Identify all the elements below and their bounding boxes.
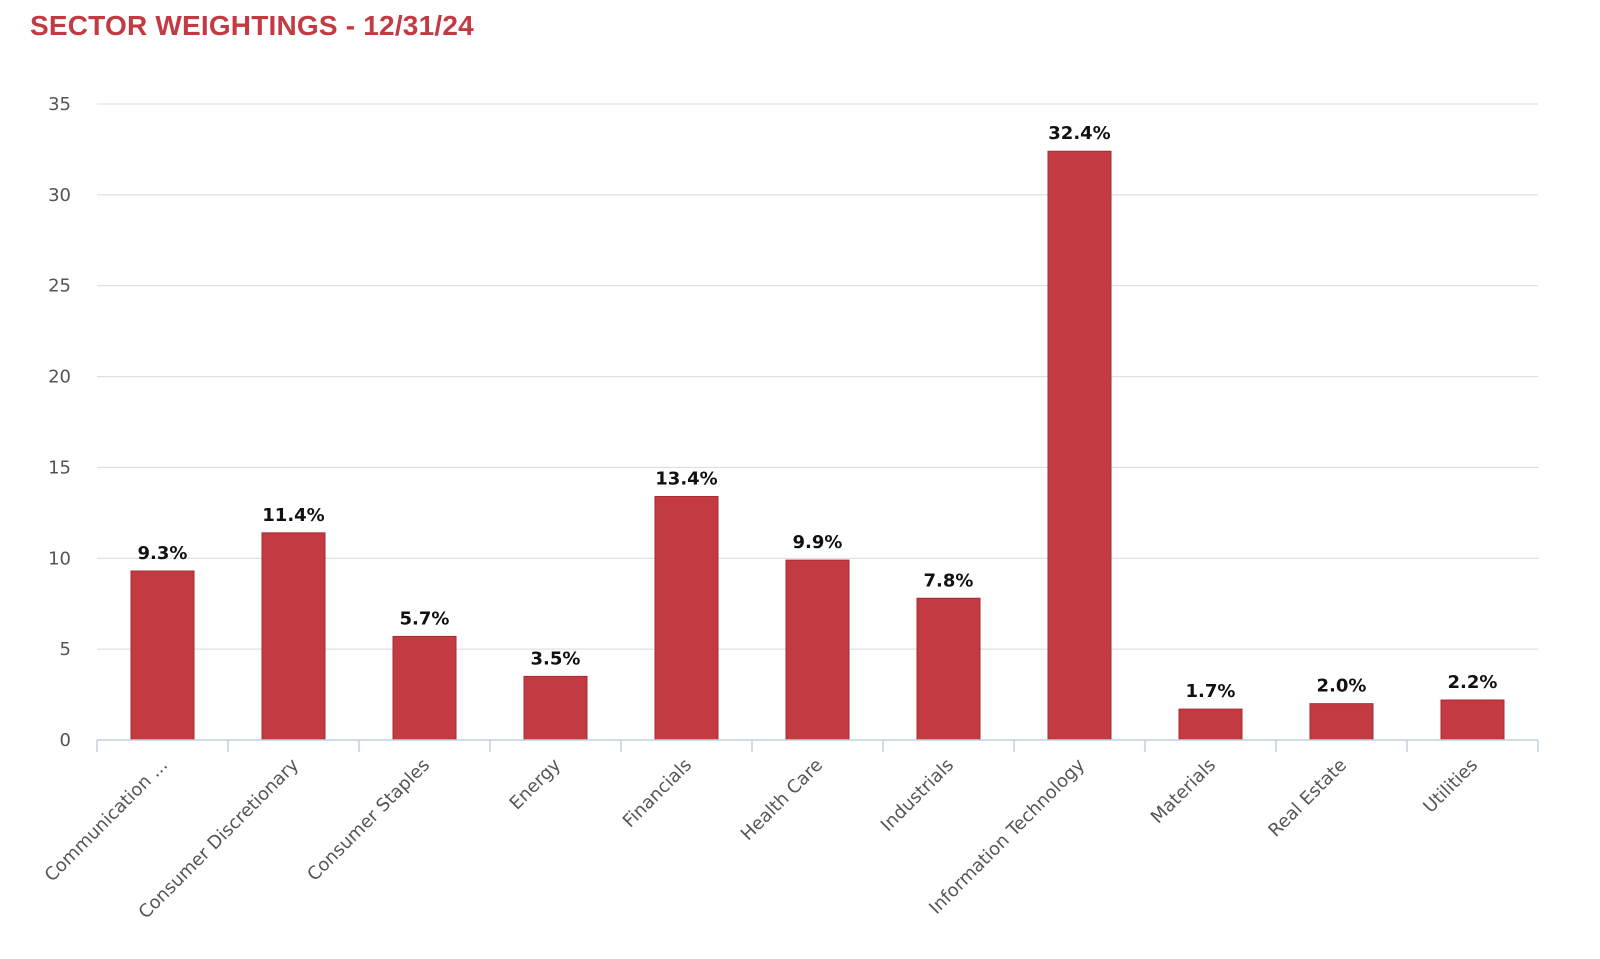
x-tick-label: Consumer Staples	[303, 755, 434, 886]
data-label: 11.4%	[262, 505, 324, 526]
data-label: 1.7%	[1186, 681, 1236, 702]
x-tick-label: Energy	[506, 754, 566, 814]
data-label: 5.7%	[400, 608, 450, 629]
x-tick-label: Industrials	[877, 755, 958, 836]
bar	[654, 496, 719, 741]
data-label: 13.4%	[655, 469, 717, 490]
data-label: 7.8%	[924, 570, 974, 591]
x-tick-label: Utilities	[1419, 755, 1482, 818]
y-tick-label: 35	[48, 94, 71, 115]
y-tick-label: 5	[60, 639, 71, 660]
x-tick-label: Information Technology	[925, 754, 1089, 918]
bar	[916, 597, 981, 741]
data-label: 2.0%	[1317, 676, 1367, 697]
bar	[1309, 703, 1374, 741]
bar	[1047, 150, 1112, 741]
bar	[785, 559, 850, 741]
bar	[523, 675, 588, 741]
y-tick-label: 30	[48, 185, 71, 206]
data-label: 9.9%	[793, 532, 843, 553]
y-tick-label: 20	[48, 367, 71, 388]
bar	[1440, 699, 1505, 741]
data-label: 2.2%	[1448, 672, 1498, 693]
data-label: 32.4%	[1048, 123, 1110, 144]
bar	[1178, 708, 1243, 741]
data-label: 3.5%	[531, 648, 581, 669]
x-tick-label: Materials	[1147, 755, 1220, 828]
data-labels: 9.3% 11.4% 5.7% 3.5% 13.4% 9.9% 7.8% 32.4% 1.7% 2…	[138, 123, 1498, 702]
bar	[130, 570, 195, 741]
chart-title: SECTOR WEIGHTINGS - 12/31/24	[30, 10, 474, 41]
x-axis	[96, 739, 1539, 752]
bar	[261, 532, 326, 741]
bar	[392, 635, 457, 741]
y-tick-label: 0	[60, 730, 71, 751]
bars	[130, 150, 1505, 741]
x-tick-label: Financials	[619, 755, 696, 832]
y-axis-tick-labels: 0 5 10 15 20 25 30 35	[48, 94, 71, 751]
x-tick-label: Real Estate	[1264, 755, 1351, 842]
data-label: 9.3%	[138, 543, 188, 564]
y-tick-label: 15	[48, 457, 71, 478]
x-axis-tick-labels: Communication ...Consumer Discretionary C…	[41, 754, 1482, 923]
x-tick-label: Communication ...	[41, 755, 172, 886]
y-tick-label: 10	[48, 548, 71, 569]
x-tick-label: Health Care	[737, 755, 827, 845]
y-tick-label: 25	[48, 276, 71, 297]
grid-lines	[97, 103, 1538, 650]
